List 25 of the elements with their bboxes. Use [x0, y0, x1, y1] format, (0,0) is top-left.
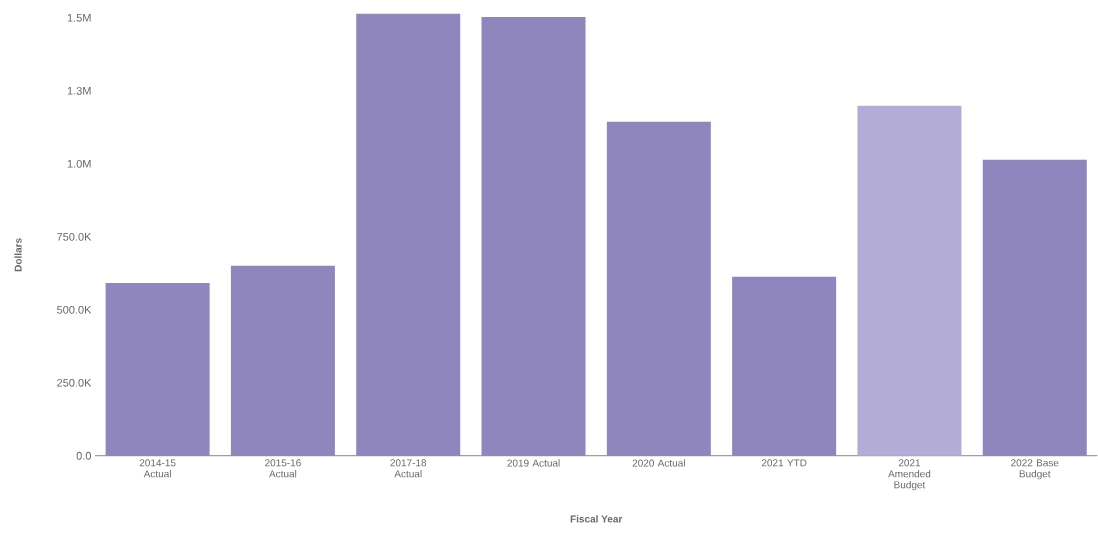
bar: [857, 105, 962, 456]
x-tick-label: 2021 YTD: [761, 459, 807, 467]
x-tick-label: 2015-16 Actual: [265, 459, 301, 478]
bar: [732, 276, 837, 456]
y-tick-label: 1.0M: [67, 160, 91, 168]
y-tick-label: 750.0K: [57, 233, 92, 241]
x-tick-label: 2014-15 Actual: [139, 459, 176, 478]
x-axis-title: Fiscal Year: [570, 515, 623, 523]
bar: [105, 283, 210, 456]
y-tick-label: 250.0K: [57, 379, 92, 387]
y-tick-label: 500.0K: [57, 306, 92, 314]
bar: [606, 121, 711, 456]
bar: [481, 17, 586, 456]
bar: [230, 265, 335, 456]
x-tick-label: 2019 Actual: [507, 459, 560, 467]
y-axis-title: Dollars: [14, 238, 22, 272]
y-tick-label: 1.3M: [67, 87, 91, 95]
bar: [356, 13, 461, 456]
x-tick-label: 2021 Amended Budget: [888, 459, 931, 491]
y-tick-label: 0.0: [76, 452, 92, 460]
x-tick-label: 2017-18 Actual: [390, 459, 427, 478]
x-tick-label: 2022 Base Budget: [1011, 459, 1059, 480]
x-tick-label: 2020 Actual: [632, 459, 685, 467]
y-tick-label: 1.5M: [67, 14, 91, 22]
bar: [982, 159, 1087, 456]
